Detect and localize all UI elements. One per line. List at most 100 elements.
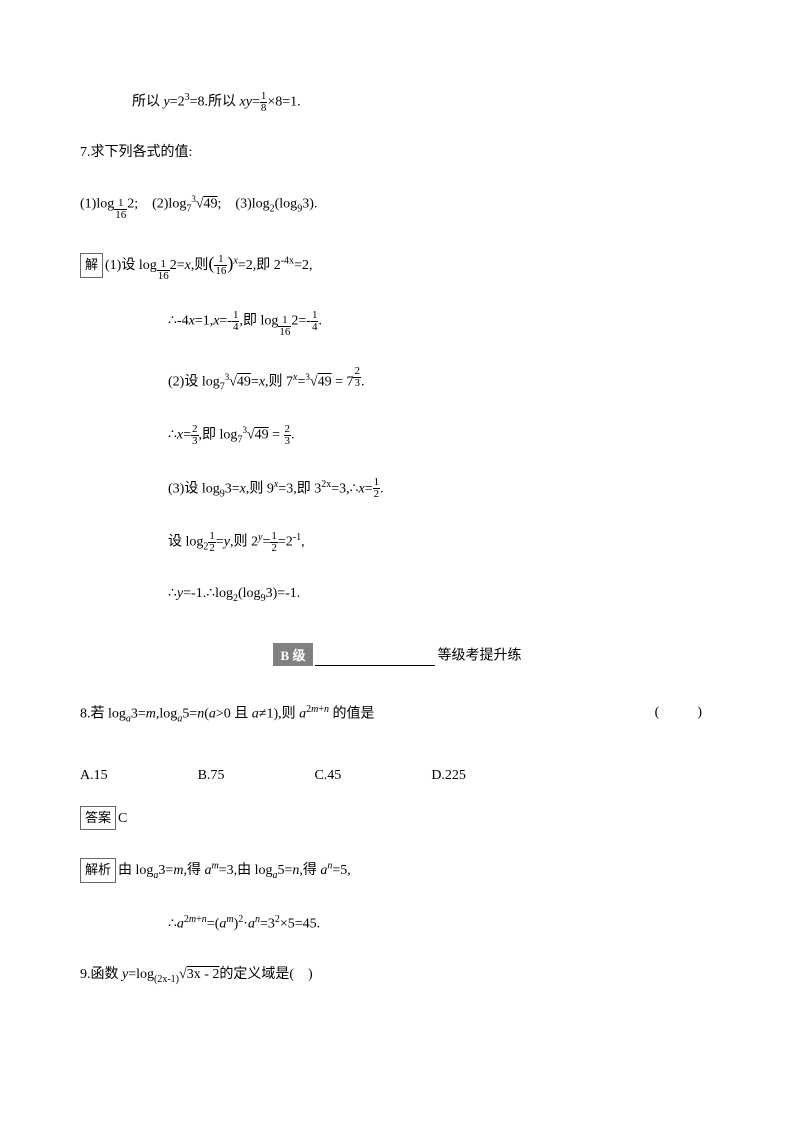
root-index: 3 <box>242 425 247 435</box>
var: a <box>177 917 184 932</box>
analysis-1: 解析由 loga3=m,得 am=3,由 loga5=n,得 an=5, <box>80 858 714 884</box>
paren-blank: ( ) <box>655 702 714 724</box>
num: 2 <box>353 366 361 378</box>
radicand: 49 <box>318 374 332 389</box>
text: 2= <box>170 258 185 273</box>
den: 16 <box>114 210 127 221</box>
answer-label: 答案 <box>80 806 116 831</box>
text: . <box>291 428 295 443</box>
level-text: 等级考提升练 <box>437 649 521 664</box>
solution-3c: ∴y=-1.∴log2(log93)=-1. <box>80 583 714 607</box>
sup: 2x <box>321 479 331 490</box>
text: 2=- <box>291 314 311 329</box>
text: = <box>183 428 191 443</box>
text: ,即 log <box>199 428 238 443</box>
text: 3). <box>302 197 317 212</box>
radicand: 49 <box>237 374 251 389</box>
var: a <box>248 917 255 932</box>
text: (1)设 log <box>105 258 157 273</box>
var-xy: xy <box>240 95 252 110</box>
text: (log <box>275 197 298 212</box>
fraction: 23 <box>284 424 292 447</box>
text: 2; (2)log <box>127 197 186 212</box>
fraction: 116 <box>157 259 170 282</box>
text: =log <box>128 967 154 982</box>
den: 16 <box>157 271 170 282</box>
question-8: 8.若 loga3=m,loga5=n(a>0 且 a≠1),则 a2m+n 的… <box>80 702 714 727</box>
text: ,log <box>156 707 177 722</box>
sub: 7 <box>237 435 242 446</box>
solution-1b: ∴-4x=1,x=-14,即 log1162=-14. <box>80 310 714 338</box>
text: =3 <box>260 917 275 932</box>
den: 16 <box>278 327 291 338</box>
solution-3b: 设 log212=y,则 2y=12=2-1, <box>80 530 714 555</box>
text: =1, <box>195 314 213 329</box>
sub: 7 <box>220 381 225 392</box>
level-divider: B 级 等级考提升练 <box>80 643 714 666</box>
sup: 2m+n <box>184 914 207 925</box>
den: 3 <box>284 436 292 447</box>
text: 的定义域是( ) <box>219 967 312 982</box>
text: =-1.∴log <box>183 586 233 601</box>
level-badge: B 级 <box>273 643 314 666</box>
text: 8.若 log <box>80 707 126 722</box>
answer-value: C <box>118 811 127 826</box>
blank-line <box>315 649 435 666</box>
var: a <box>209 707 216 722</box>
question-7-parts: (1)log1162; (2)log73√49; (3)log2(log93). <box>80 192 714 221</box>
den: 16 <box>214 266 227 277</box>
text: . <box>361 374 365 389</box>
question-8-options: A.15 B.75 C.45 D.225 <box>80 768 714 784</box>
radicand: 49 <box>255 428 269 443</box>
sub: (2x-1) <box>154 974 179 985</box>
root-index: 3 <box>191 194 196 204</box>
text: >0 且 <box>216 707 252 722</box>
solution-label: 解 <box>80 253 103 278</box>
solution-3a: (3)设 log93=x,则 9x=3,即 32x=3,∴x=12. <box>80 477 714 502</box>
solution-2a: (2)设 log73√49=x,则 7x=3√49 = 723. <box>80 366 714 395</box>
text: =2 <box>278 535 293 550</box>
num: 1 <box>278 315 291 327</box>
option-c: C.45 <box>314 768 341 784</box>
text: ,则 9 <box>246 481 274 496</box>
question-7: 7.求下列各式的值: <box>80 142 714 164</box>
text: ,得 <box>183 863 204 878</box>
text: 9.函数 <box>80 967 122 982</box>
text: =- <box>219 314 232 329</box>
option-d: D.225 <box>431 768 466 784</box>
text: 5= <box>277 863 292 878</box>
text: =2, <box>294 258 312 273</box>
text: =3,∴ <box>331 481 358 496</box>
text: =2,即 2 <box>238 258 281 273</box>
text: 设 log <box>168 535 203 550</box>
var: a <box>252 707 259 722</box>
root-index: 3 <box>225 372 230 382</box>
option-a: A.15 <box>80 768 108 784</box>
fraction: 116 <box>114 198 127 221</box>
text: ; (3)log <box>218 197 270 212</box>
den: 3 <box>353 378 361 389</box>
root-index: 3 <box>305 372 310 382</box>
text: = <box>269 428 284 443</box>
text: ,则 7 <box>265 374 293 389</box>
text: ×5=45. <box>280 917 320 932</box>
text: (3)设 log <box>168 481 220 496</box>
var: m <box>173 863 183 878</box>
sup: -4x <box>281 255 294 266</box>
text: =3,由 log <box>219 863 273 878</box>
text: ,则 <box>191 258 209 273</box>
text: = <box>251 374 259 389</box>
text: =8.所以 <box>190 95 240 110</box>
text: =( <box>207 917 220 932</box>
fraction: 116 <box>214 254 227 277</box>
text: ,即 log <box>239 314 278 329</box>
text: 由 log <box>118 863 153 878</box>
text: 3)=-1. <box>266 586 301 601</box>
text: = <box>216 535 224 550</box>
text: 5= <box>182 707 197 722</box>
radicand: 3x - 2 <box>187 967 220 982</box>
text: =3,即 3 <box>278 481 321 496</box>
text: 3= <box>131 707 146 722</box>
var: m <box>146 707 156 722</box>
text: 所以 <box>132 95 164 110</box>
